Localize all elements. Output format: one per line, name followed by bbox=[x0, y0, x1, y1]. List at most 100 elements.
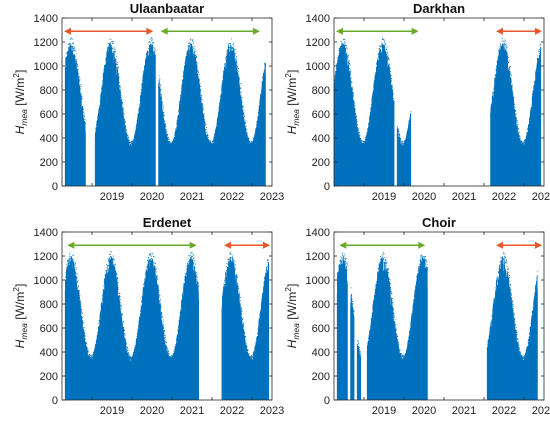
data-points-0 bbox=[65, 37, 87, 125]
y-axis-label: Hmea [W/m2] bbox=[283, 70, 301, 135]
panel-choir: Choir 0 200 400 600 800 1000 1200 1400 2019 2020 20… bbox=[283, 215, 550, 417]
data-points-2 bbox=[357, 340, 362, 356]
x-tick-label: 2021 bbox=[452, 191, 476, 203]
x-tick-label: 2021 bbox=[180, 191, 204, 203]
period-arrow-head-right bbox=[189, 241, 197, 249]
y-tick-label: 200 bbox=[40, 157, 58, 169]
y-tick-label: 1000 bbox=[306, 275, 330, 287]
y-tick-label: 200 bbox=[312, 157, 330, 169]
y-tick-label: 1200 bbox=[306, 37, 330, 49]
axes-box bbox=[333, 17, 545, 187]
data-segment-3 bbox=[366, 256, 428, 400]
y-tick-label: 0 bbox=[52, 395, 58, 407]
period-arrow-head-right bbox=[263, 241, 270, 249]
x-tick-label: 2020 bbox=[140, 191, 164, 203]
x-tick-label: 2020 bbox=[412, 405, 436, 417]
data-segment-0 bbox=[64, 256, 199, 400]
y-tick-label: 1000 bbox=[34, 61, 58, 73]
data-segment-2 bbox=[158, 43, 266, 186]
data-segment-1 bbox=[350, 295, 355, 400]
data-points-4 bbox=[487, 251, 539, 360]
x-tick-label: 2021 bbox=[180, 405, 204, 417]
y-axis-label: Hmea [W/m2] bbox=[11, 70, 29, 135]
period-arrow-head-right bbox=[535, 241, 542, 249]
y-tick-label: 1000 bbox=[34, 275, 58, 287]
y-tick-label: 0 bbox=[324, 395, 330, 407]
panel-title: Darkhan bbox=[413, 1, 465, 16]
data-segment-1 bbox=[396, 113, 412, 186]
data-points-0 bbox=[65, 251, 200, 360]
data-points-2 bbox=[490, 38, 542, 146]
panel-title: Erdenet bbox=[143, 215, 192, 230]
y-tick-label: 400 bbox=[40, 133, 58, 145]
x-tick-label: 2019 bbox=[100, 405, 124, 417]
data-points-1 bbox=[350, 287, 355, 313]
period-arrow-head-left bbox=[64, 27, 71, 35]
data-segment-1 bbox=[94, 42, 156, 186]
panels: Ulaanbaatar 0 200 400 600 800 1000 1200 1400 2019… bbox=[11, 1, 550, 417]
period-arrow-head-right bbox=[418, 241, 426, 249]
period-arrow-head-left bbox=[496, 241, 503, 249]
data-segment-0 bbox=[64, 43, 86, 186]
y-tick-label: 800 bbox=[40, 85, 58, 97]
data-area bbox=[334, 37, 542, 186]
x-tick-label: 2022 bbox=[220, 191, 244, 203]
data-segment-0 bbox=[336, 256, 348, 400]
x-tick-label: 2019 bbox=[372, 405, 396, 417]
y-tick-label: 600 bbox=[312, 323, 330, 335]
data-area bbox=[64, 251, 270, 400]
x-tick-label: 2020 bbox=[140, 405, 164, 417]
data-segment-2 bbox=[356, 344, 362, 400]
x-tick-label: 2022 bbox=[220, 405, 244, 417]
x-tick-label: 2019 bbox=[100, 191, 124, 203]
panel-erdenet: Erdenet 0 200 400 600 800 1000 1200 1400 2019 2020… bbox=[11, 215, 284, 417]
y-tick-label: 600 bbox=[312, 109, 330, 121]
x-tick-label: 2022 bbox=[492, 405, 516, 417]
y-tick-label: 400 bbox=[312, 133, 330, 145]
data-points-0 bbox=[337, 252, 349, 281]
period-arrow-head-left bbox=[67, 241, 75, 249]
y-tick-label: 200 bbox=[40, 371, 58, 383]
data-segment-2 bbox=[490, 43, 542, 186]
y-tick-label: 1400 bbox=[34, 13, 58, 25]
y-tick-label: 1200 bbox=[306, 251, 330, 263]
axes-box bbox=[61, 231, 273, 401]
y-tick-label: 600 bbox=[40, 323, 58, 335]
y-tick-label: 0 bbox=[52, 181, 58, 193]
period-arrow-head-left bbox=[339, 241, 347, 249]
data-points-3 bbox=[367, 252, 429, 358]
y-tick-label: 400 bbox=[40, 347, 58, 359]
data-area bbox=[336, 251, 539, 400]
data-segment-1 bbox=[221, 257, 269, 400]
axes-box bbox=[333, 231, 545, 401]
x-tick-label: 2023 bbox=[532, 405, 550, 417]
data-points-1 bbox=[95, 37, 157, 145]
y-tick-label: 1400 bbox=[306, 227, 330, 239]
data-segment-0 bbox=[334, 43, 395, 186]
data-area bbox=[64, 37, 266, 186]
data-points-2 bbox=[158, 38, 266, 146]
period-arrow-head-left bbox=[224, 241, 231, 249]
y-tick-label: 0 bbox=[324, 181, 330, 193]
data-points-1 bbox=[397, 110, 412, 145]
y-tick-label: 1200 bbox=[34, 251, 58, 263]
period-arrow-head-right bbox=[535, 27, 542, 35]
x-tick-label: 2023 bbox=[260, 191, 284, 203]
y-tick-label: 800 bbox=[312, 299, 330, 311]
y-tick-label: 800 bbox=[40, 299, 58, 311]
period-arrow-head-left bbox=[336, 27, 343, 35]
y-tick-label: 800 bbox=[312, 85, 330, 97]
data-segment-4 bbox=[486, 256, 538, 400]
y-axis-label: Hmea [W/m2] bbox=[11, 284, 29, 349]
y-tick-label: 400 bbox=[312, 347, 330, 359]
x-tick-label: 2019 bbox=[372, 191, 396, 203]
x-tick-label: 2020 bbox=[412, 191, 436, 203]
x-tick-label: 2023 bbox=[532, 191, 550, 203]
y-tick-label: 600 bbox=[40, 109, 58, 121]
period-arrow-head-right bbox=[253, 27, 260, 35]
y-tick-label: 1400 bbox=[34, 227, 58, 239]
y-tick-label: 200 bbox=[312, 371, 330, 383]
panel-title: Ulaanbaatar bbox=[130, 1, 204, 16]
